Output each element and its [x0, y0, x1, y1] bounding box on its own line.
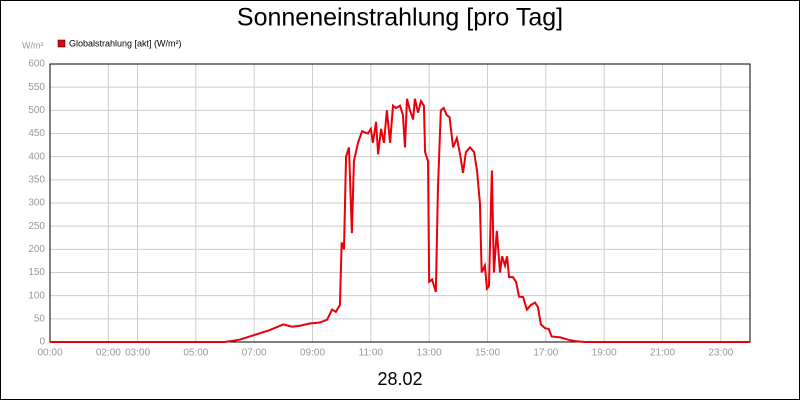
x-tick-label: 15:00 [475, 348, 500, 359]
y-tick-label: 150 [28, 267, 45, 278]
y-tick-label: 400 [28, 151, 45, 162]
x-tick-label: 11:00 [359, 348, 384, 359]
y-tick-label: 50 [34, 313, 46, 324]
y-tick-label: 450 [28, 128, 45, 139]
legend-label: Globalstrahlung [akt] (W/m²) [69, 38, 182, 48]
x-tick-label: 00:00 [37, 348, 62, 359]
x-tick-label: 07:00 [242, 348, 267, 359]
x-tick-label: 02:00 [96, 348, 121, 359]
y-axis-label: W/m² [22, 40, 44, 50]
x-tick-label: 13:00 [417, 348, 442, 359]
x-tick-label: 17:00 [533, 348, 558, 359]
y-tick-label: 200 [28, 244, 45, 255]
chart-title: Sonneneinstrahlung [pro Tag] [237, 4, 563, 32]
y-tick-label: 350 [28, 174, 45, 185]
x-tick-label: 09:00 [300, 348, 325, 359]
line [50, 98, 750, 343]
y-tick-label: 550 [28, 82, 45, 93]
chart-subtitle: 28.02 [377, 369, 422, 389]
y-tick-label: 500 [28, 105, 45, 116]
y-tick-label: 0 [39, 337, 45, 348]
x-tick-label: 05:00 [183, 348, 208, 359]
y-tick-label: 100 [28, 290, 45, 301]
x-tick-label: 19:00 [592, 348, 617, 359]
x-tick-label: 21:00 [650, 348, 675, 359]
legend-swatch [57, 39, 66, 48]
x-tick-label: 03:00 [125, 348, 150, 359]
y-tick-label: 250 [28, 221, 45, 232]
y-tick-label: 300 [28, 198, 45, 209]
plot-border [49, 63, 751, 343]
x-tick-label: 23:00 [708, 348, 733, 359]
y-tick-label: 600 [28, 59, 45, 70]
